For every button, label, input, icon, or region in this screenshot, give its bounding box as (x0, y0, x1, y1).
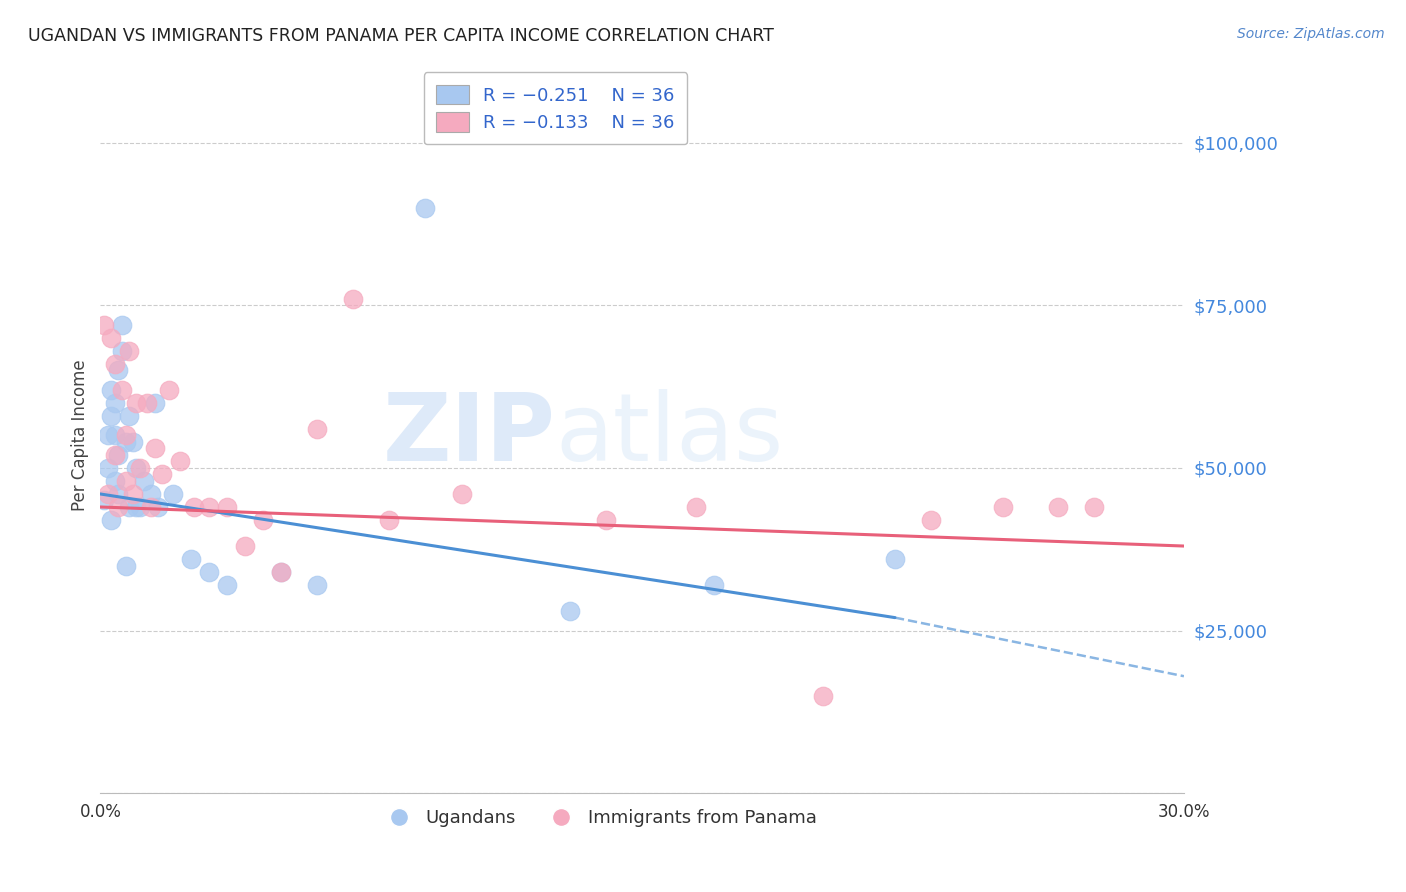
Point (993, 500, 1015, 514)
Point (125, 500, 148, 514)
Point (100, 513, 122, 527)
Point (703, 578, 725, 592)
Point (157, 383, 180, 397)
Point (252, 513, 274, 527)
Point (129, 500, 152, 514)
Text: atlas: atlas (555, 390, 783, 482)
Point (270, 565, 292, 579)
Point (107, 500, 129, 514)
Point (1083, 500, 1105, 514)
Point (169, 454, 191, 468)
Point (183, 500, 205, 514)
Point (1046, 500, 1069, 514)
Point (97, 428, 120, 442)
Point (114, 558, 136, 573)
Point (111, 318, 134, 332)
Point (104, 428, 127, 442)
Point (121, 487, 143, 501)
Point (136, 396, 159, 410)
Point (342, 292, 364, 306)
Text: UGANDAN VS IMMIGRANTS FROM PANAMA PER CAPITA INCOME CORRELATION CHART: UGANDAN VS IMMIGRANTS FROM PANAMA PER CA… (28, 27, 773, 45)
Point (114, 428, 136, 442)
Point (450, 487, 472, 501)
Point (558, 604, 581, 618)
Point (415, 201, 437, 215)
Point (139, 487, 162, 501)
Point (125, 461, 148, 475)
Point (162, 487, 184, 501)
Point (114, 474, 136, 488)
Point (378, 513, 401, 527)
Point (920, 513, 942, 527)
Point (104, 474, 127, 488)
Point (146, 500, 169, 514)
Point (150, 467, 173, 482)
Point (100, 331, 122, 345)
Point (215, 578, 238, 592)
Point (139, 500, 162, 514)
Point (111, 383, 134, 397)
Point (114, 434, 136, 449)
Point (197, 500, 219, 514)
Point (307, 422, 329, 436)
Point (180, 552, 202, 566)
Point (93, 318, 115, 332)
Point (118, 343, 141, 358)
Point (118, 500, 141, 514)
Point (884, 552, 907, 566)
Point (104, 357, 127, 371)
Point (143, 396, 166, 410)
Point (104, 448, 127, 462)
Point (93, 493, 115, 508)
Legend: Ugandans, Immigrants from Panama: Ugandans, Immigrants from Panama (373, 802, 824, 834)
Point (307, 578, 329, 592)
Point (100, 383, 122, 397)
Point (143, 442, 166, 456)
Point (595, 513, 617, 527)
Text: Source: ZipAtlas.com: Source: ZipAtlas.com (1237, 27, 1385, 41)
Point (107, 487, 129, 501)
Point (270, 565, 292, 579)
Point (215, 500, 238, 514)
Point (100, 409, 122, 423)
Point (111, 343, 134, 358)
Point (129, 461, 152, 475)
Point (107, 448, 129, 462)
Point (118, 409, 141, 423)
Point (97, 461, 120, 475)
Point (121, 434, 143, 449)
Point (197, 565, 219, 579)
Y-axis label: Per Capita Income: Per Capita Income (72, 359, 89, 511)
Text: ZIP: ZIP (382, 390, 555, 482)
Point (685, 500, 707, 514)
Point (97, 487, 120, 501)
Point (811, 689, 834, 703)
Point (132, 474, 155, 488)
Point (104, 396, 127, 410)
Point (107, 363, 129, 377)
Point (125, 396, 148, 410)
Point (233, 539, 256, 553)
